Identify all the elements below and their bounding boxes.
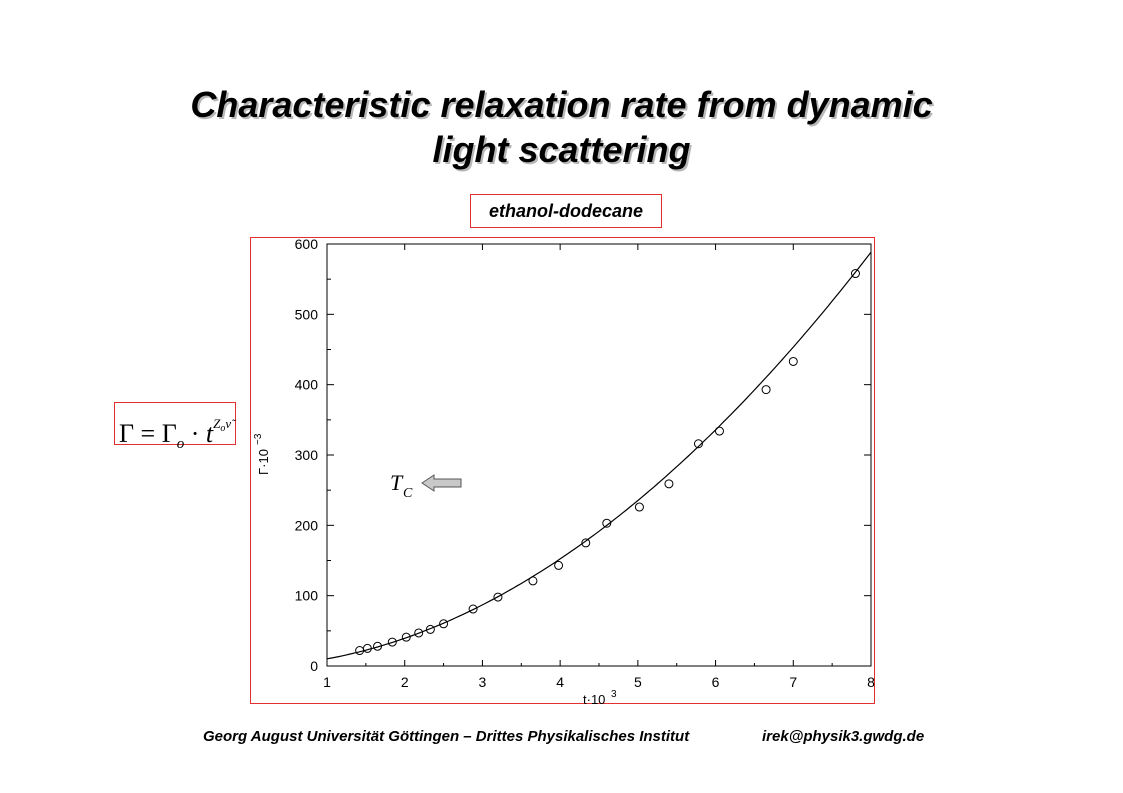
- formula-gamma-zero: Γ: [161, 419, 177, 448]
- x-tick-label: 2: [401, 674, 409, 690]
- slide-title-line-2: light scattering: [432, 129, 691, 170]
- data-point: [362, 643, 372, 653]
- formula-gamma-zero-subscript: o: [176, 436, 185, 452]
- formula-equals: =: [134, 419, 162, 448]
- y-axis-label-exponent: −3: [253, 433, 264, 445]
- tc-annotation-subscript: C: [403, 486, 413, 501]
- axes-layer: 1 2 3 4 5 6 7 8 0 100 200 300 400 500 600: [295, 236, 875, 690]
- formula-exponent: Zoν̃: [213, 416, 232, 434]
- y-tick-label: 0: [310, 658, 318, 674]
- data-point: [602, 518, 612, 528]
- data-point: [634, 502, 644, 512]
- formula-t: t: [205, 419, 214, 448]
- footer-email: irek@physik3.gwdg.de: [762, 728, 925, 745]
- formula-gamma: Γ: [119, 419, 135, 448]
- tc-annotation: T: [390, 470, 404, 495]
- data-point: [468, 604, 478, 614]
- axis-labels-layer: t·10 3 Γ·10 −3: [253, 433, 617, 707]
- x-axis-label-exponent: 3: [611, 689, 617, 700]
- footer-institute: Georg August Universität Göttingen – Dri…: [203, 728, 690, 745]
- formula-exponent-nu: ν̃: [225, 416, 232, 431]
- slide-title-line-1: Characteristic relaxation rate from dyna…: [190, 84, 933, 125]
- x-tick-label: 3: [479, 674, 487, 690]
- data-point: [373, 641, 383, 651]
- x-tick-label: 1: [323, 674, 331, 690]
- data-point: [714, 426, 724, 436]
- plot-area-border: [326, 243, 872, 667]
- y-axis-label-group: Γ·10 −3: [253, 433, 271, 475]
- fit-curve: [326, 251, 872, 660]
- data-point: [425, 624, 435, 634]
- x-tick-label: 6: [712, 674, 720, 690]
- x-tick-label: 5: [634, 674, 642, 690]
- y-tick-label: 500: [295, 306, 319, 322]
- x-tick-label: 7: [789, 674, 797, 690]
- data-point: [850, 269, 860, 279]
- x-axis-label: t·10: [583, 692, 605, 707]
- x-tick-label: 4: [556, 674, 564, 690]
- y-axis-label: Γ·10: [256, 449, 271, 475]
- left-arrow-icon: [421, 474, 462, 492]
- y-tick-label: 400: [295, 377, 319, 393]
- formula-dot: ·: [184, 419, 206, 448]
- data-point: [528, 576, 538, 586]
- data-point: [581, 538, 591, 548]
- y-tick-label: 300: [295, 447, 319, 463]
- data-point: [788, 356, 798, 366]
- data-point: [493, 592, 503, 602]
- slide-title: Characteristic relaxation rate from dyna…: [0, 82, 1123, 172]
- data-point: [401, 632, 411, 642]
- formula-exponent-z: Z: [213, 416, 221, 431]
- data-point: [554, 560, 564, 570]
- y-tick-label: 600: [295, 236, 319, 252]
- data-points-layer: [355, 269, 860, 656]
- data-point: [439, 619, 449, 629]
- chart-subtitle: ethanol-dodecane: [470, 194, 662, 228]
- data-point: [761, 385, 771, 395]
- plot-frame: [250, 237, 875, 704]
- x-tick-label: 8: [867, 674, 875, 690]
- y-tick-label: 200: [295, 517, 319, 533]
- y-tick-label: 100: [295, 588, 319, 604]
- data-point: [387, 637, 397, 647]
- power-law-formula: Γ = Γo · tZoν̃: [114, 402, 236, 452]
- data-point: [693, 439, 703, 449]
- data-point: [664, 479, 674, 489]
- fit-curve-layer: [326, 251, 872, 660]
- data-point: [414, 628, 424, 638]
- formula-exponent-subscript: o: [220, 423, 226, 434]
